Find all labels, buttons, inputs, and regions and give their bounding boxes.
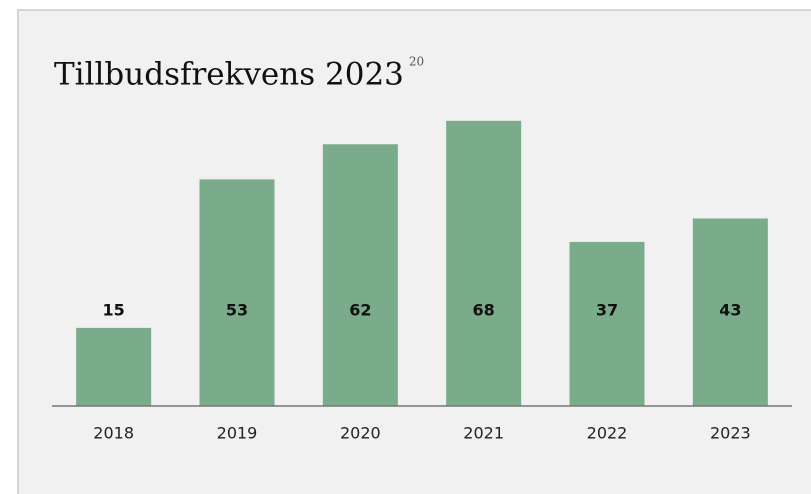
data-label: 53: [226, 301, 248, 320]
data-label: 68: [473, 301, 495, 320]
data-label: 62: [349, 301, 371, 320]
panel: [17, 9, 811, 494]
x-tick-label: 2023: [710, 424, 751, 443]
data-label: 37: [596, 301, 618, 320]
bar: [569, 241, 645, 406]
data-label: 15: [103, 301, 125, 320]
bar: [446, 120, 522, 407]
x-tick-label: 2019: [217, 424, 258, 443]
bar: [322, 144, 398, 406]
x-tick-label: 2021: [463, 424, 504, 443]
data-label: 43: [719, 301, 741, 320]
bar: [692, 218, 768, 406]
chart-title: Tillbudsfrekvens 2023: [54, 57, 404, 93]
x-tick-label: 2018: [93, 424, 134, 443]
x-tick-label: 2020: [340, 424, 381, 443]
title-footnote: 20: [409, 55, 424, 69]
bar: [76, 327, 152, 406]
x-tick-label: 2022: [587, 424, 628, 443]
bar: [199, 179, 275, 406]
